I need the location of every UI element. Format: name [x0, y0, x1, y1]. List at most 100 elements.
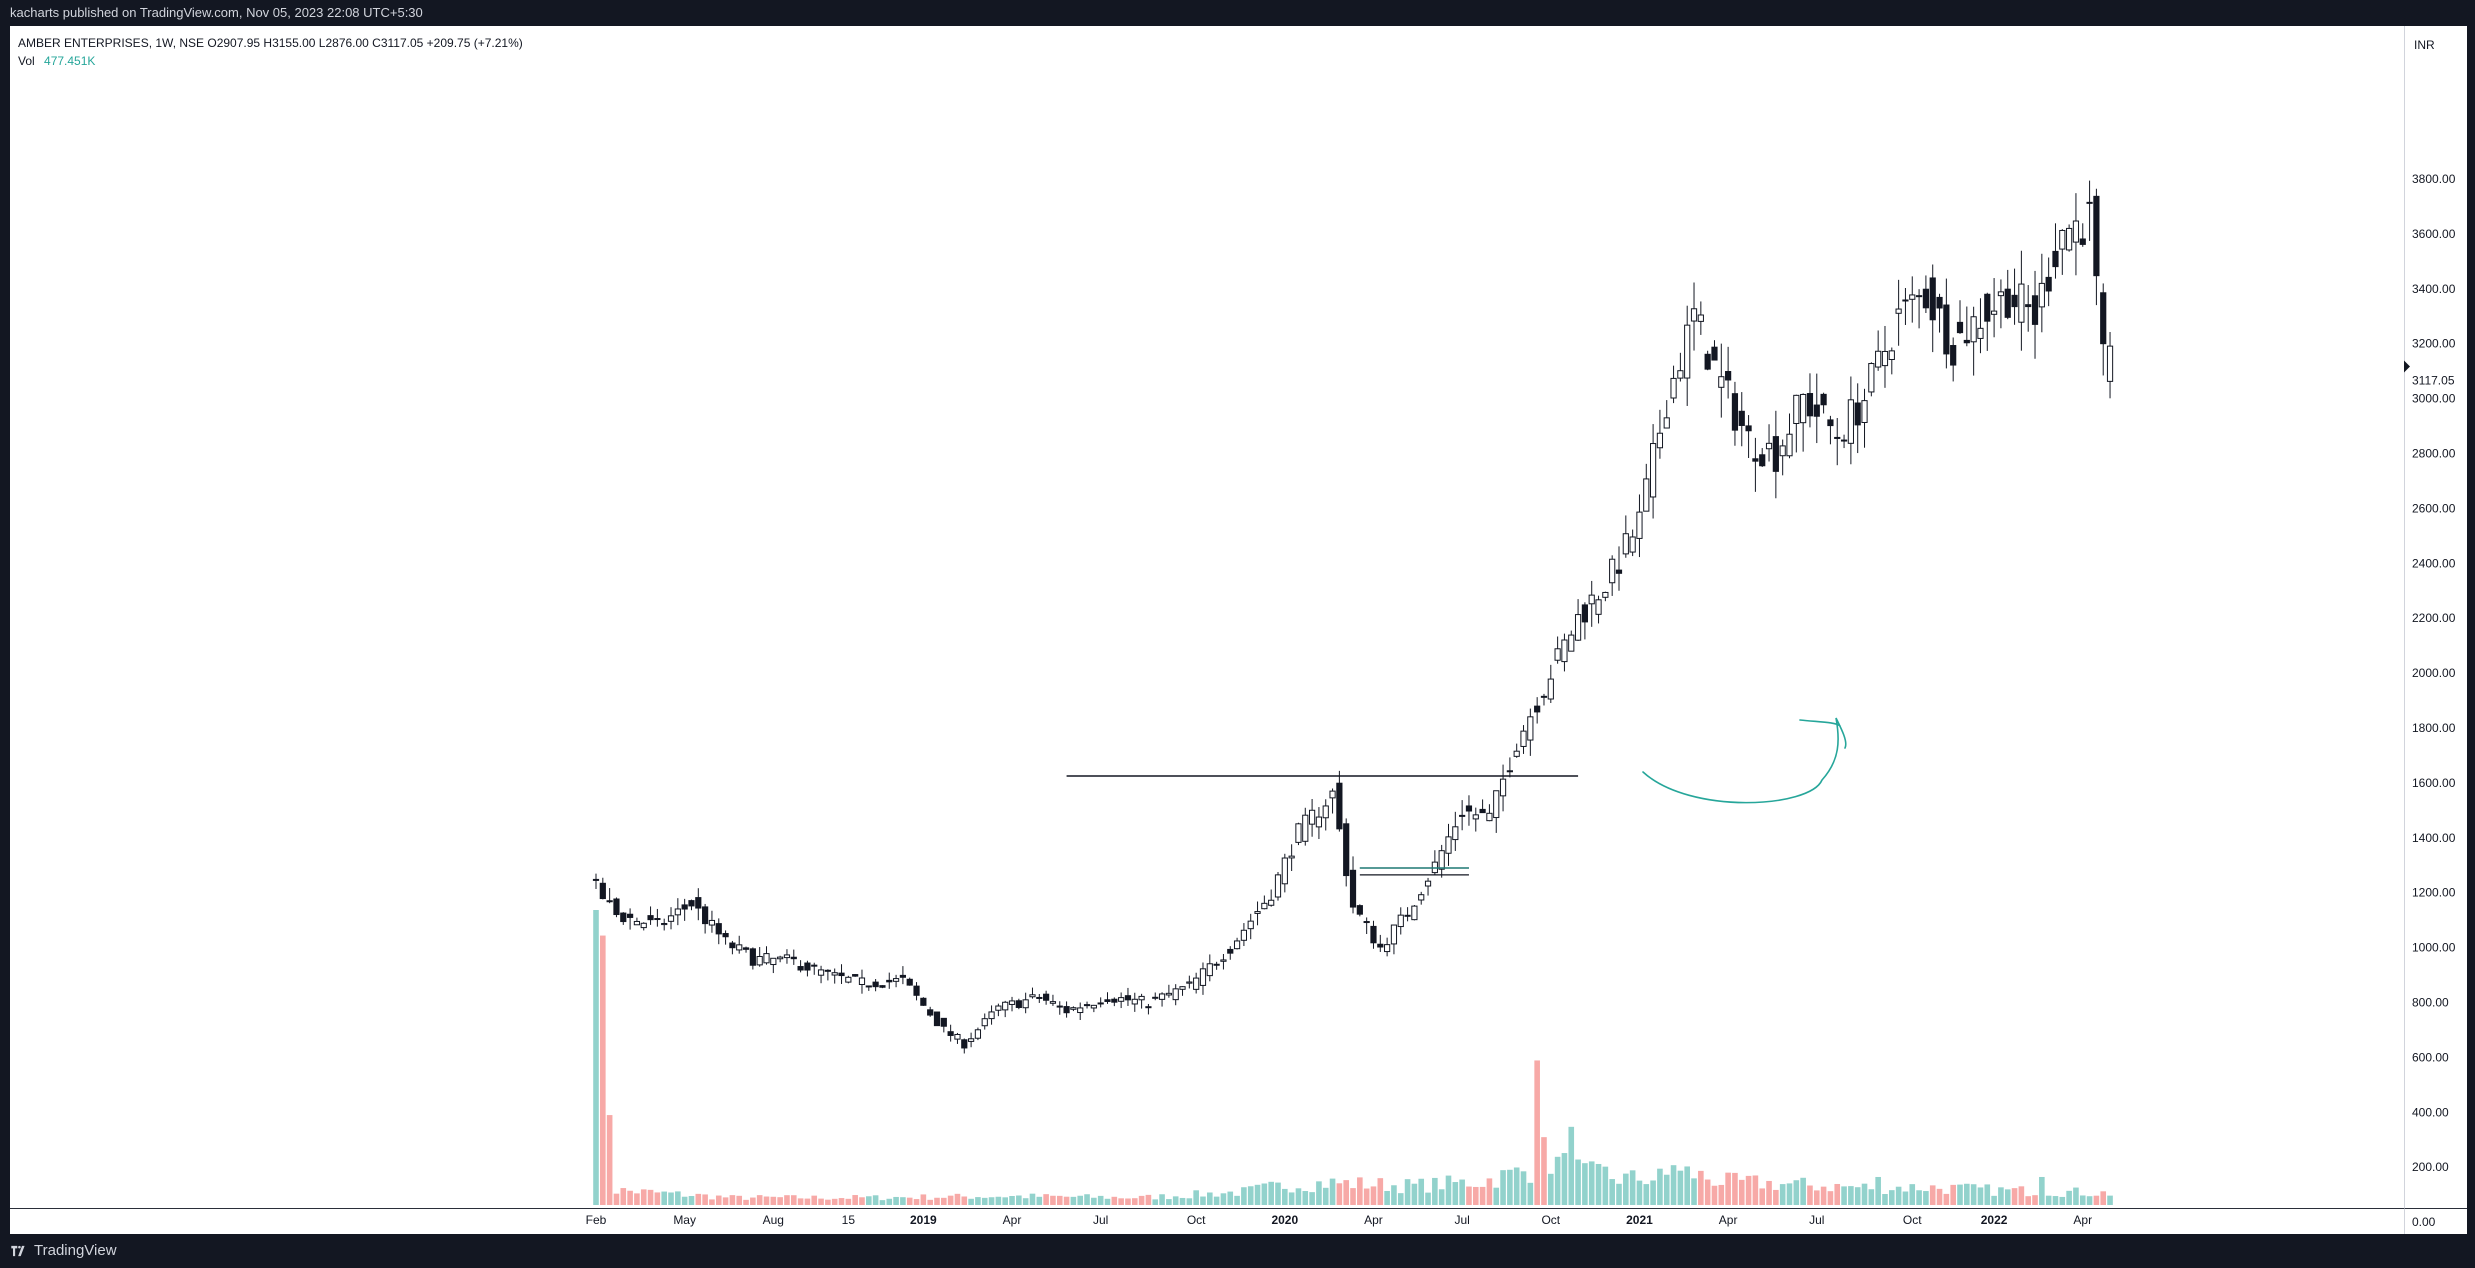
volume-bar[interactable] — [593, 910, 599, 1205]
volume-bar[interactable] — [1241, 1187, 1247, 1205]
candle-body[interactable] — [2066, 227, 2073, 251]
volume-bar[interactable] — [1091, 1197, 1097, 1205]
volume-bar[interactable] — [1813, 1190, 1820, 1205]
volume-bar[interactable] — [1207, 1192, 1213, 1205]
candle-body[interactable] — [1465, 805, 1473, 812]
candle-body[interactable] — [954, 1033, 961, 1040]
candle-body[interactable] — [1520, 730, 1527, 747]
volume-bar[interactable] — [1623, 1173, 1629, 1205]
candle-body[interactable] — [1111, 998, 1118, 1003]
volume-bar[interactable] — [1752, 1175, 1759, 1205]
candle-body[interactable] — [1595, 599, 1602, 615]
candle-body[interactable] — [1254, 911, 1261, 914]
volume-bar[interactable] — [1820, 1186, 1827, 1205]
volume-bar[interactable] — [1936, 1188, 1943, 1205]
candle-body[interactable] — [1643, 478, 1650, 512]
volume-bar[interactable] — [1438, 1189, 1445, 1205]
volume-bar[interactable] — [1363, 1188, 1370, 1205]
price-scale[interactable] — [2404, 26, 2468, 1208]
volume-bar[interactable] — [722, 1197, 729, 1205]
volume-bar[interactable] — [893, 1196, 899, 1205]
volume-bar[interactable] — [1889, 1190, 1895, 1205]
volume-bar[interactable] — [1425, 1192, 1431, 1205]
candle-body[interactable] — [1077, 1007, 1084, 1014]
candle-body[interactable] — [1015, 1000, 1022, 1008]
candle-body[interactable] — [1097, 1002, 1104, 1005]
volume-bar[interactable] — [1854, 1187, 1861, 1205]
volume-bar[interactable] — [1691, 1178, 1697, 1205]
volume-bar[interactable] — [872, 1195, 879, 1205]
candle-body[interactable] — [1861, 400, 1868, 423]
volume-bar[interactable] — [1868, 1189, 1875, 1205]
volume-bar[interactable] — [736, 1195, 743, 1205]
volume-bar[interactable] — [1118, 1198, 1124, 1205]
candle-body[interactable] — [2052, 250, 2059, 268]
candle-body[interactable] — [1854, 402, 1861, 426]
volume-bar[interactable] — [859, 1197, 865, 1205]
volume-bar[interactable] — [784, 1195, 790, 1205]
volume-bar[interactable] — [1929, 1185, 1936, 1205]
volume-bar[interactable] — [1247, 1186, 1254, 1205]
volume-bar[interactable] — [927, 1199, 933, 1205]
volume-bar[interactable] — [1193, 1190, 1199, 1205]
candle-body[interactable] — [1970, 316, 1977, 343]
volume-bar[interactable] — [1050, 1195, 1056, 1205]
candle-body[interactable] — [1233, 940, 1241, 950]
candle-body[interactable] — [1356, 905, 1363, 915]
candle-body[interactable] — [1002, 1001, 1009, 1011]
volume-bar[interactable] — [715, 1195, 722, 1205]
candle-body[interactable] — [913, 985, 920, 996]
candle-body[interactable] — [811, 964, 818, 967]
candle-body[interactable] — [838, 972, 845, 977]
volume-bar[interactable] — [1172, 1196, 1179, 1205]
candle-body[interactable] — [1561, 639, 1568, 663]
candle-body[interactable] — [1493, 790, 1500, 819]
candle-body[interactable] — [1943, 304, 1950, 355]
volume-bar[interactable] — [1807, 1185, 1813, 1205]
candle-body[interactable] — [1288, 855, 1295, 859]
candle-body[interactable] — [1370, 925, 1377, 944]
candle-body[interactable] — [627, 913, 634, 918]
volume-bar[interactable] — [879, 1200, 886, 1205]
candle-body[interactable] — [1636, 511, 1643, 539]
candle-body[interactable] — [1929, 277, 1936, 321]
volume-bar[interactable] — [1643, 1184, 1650, 1205]
candle-body[interactable] — [1725, 371, 1732, 381]
candle-body[interactable] — [1881, 350, 1889, 367]
volume-bar[interactable] — [1950, 1184, 1956, 1205]
volume-bar[interactable] — [1773, 1189, 1779, 1205]
candle-body[interactable] — [858, 977, 866, 985]
candle-body[interactable] — [1718, 376, 1725, 388]
candle-body[interactable] — [1315, 816, 1323, 828]
candle-body[interactable] — [1847, 399, 1854, 444]
candle-body[interactable] — [1834, 436, 1841, 439]
volume-bar[interactable] — [900, 1197, 906, 1205]
volume-bar[interactable] — [1759, 1188, 1766, 1205]
candle-body[interactable] — [736, 944, 743, 951]
volume-bar[interactable] — [675, 1191, 681, 1205]
candle-body[interactable] — [1336, 782, 1343, 830]
volume-bar[interactable] — [1541, 1137, 1547, 1205]
volume-bar[interactable] — [1698, 1170, 1704, 1205]
volume-bar[interactable] — [1288, 1192, 1295, 1205]
candle-body[interactable] — [817, 969, 825, 976]
candle-body[interactable] — [1179, 986, 1186, 990]
candle-body[interactable] — [1384, 944, 1391, 953]
candle-body[interactable] — [1786, 433, 1793, 457]
candle-body[interactable] — [1459, 814, 1466, 817]
candle-body[interactable] — [640, 922, 647, 929]
volume-bar[interactable] — [2079, 1195, 2086, 1205]
volume-bar[interactable] — [920, 1194, 927, 1205]
candle-body[interactable] — [1602, 591, 1609, 598]
volume-bar[interactable] — [1909, 1184, 1916, 1205]
volume-bar[interactable] — [1343, 1180, 1349, 1205]
volume-bar[interactable] — [1377, 1178, 1384, 1205]
candle-body[interactable] — [2093, 195, 2100, 277]
volume-bar[interactable] — [1895, 1186, 1902, 1205]
volume-bar[interactable] — [640, 1189, 647, 1205]
volume-bar[interactable] — [1309, 1192, 1315, 1205]
volume-bar[interactable] — [1875, 1176, 1881, 1205]
volume-bar[interactable] — [1043, 1194, 1049, 1205]
volume-bar[interactable] — [1472, 1186, 1479, 1205]
volume-bar[interactable] — [838, 1198, 845, 1205]
